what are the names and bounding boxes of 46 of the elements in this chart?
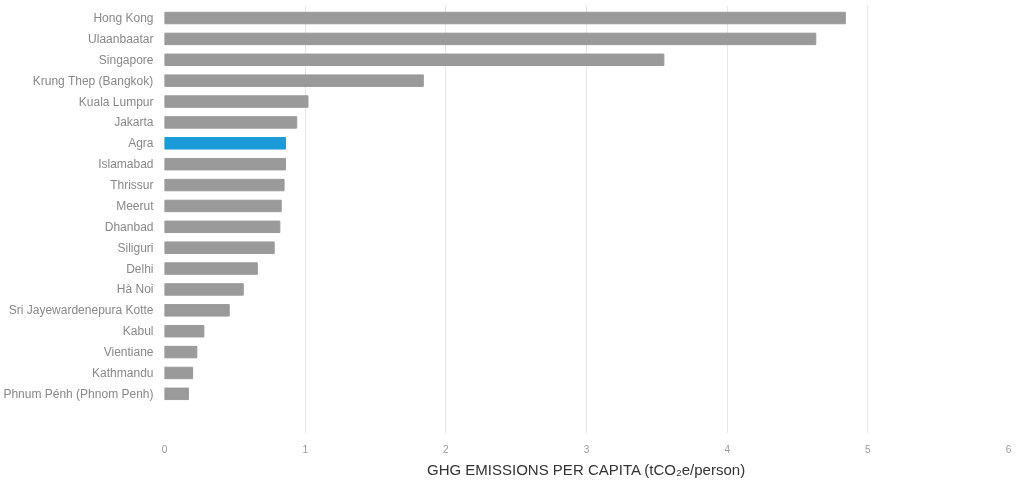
bar	[164, 178, 285, 192]
y-tick-label: Kathmandu	[92, 365, 154, 380]
bar	[164, 74, 424, 87]
x-tick-label: 5	[865, 443, 872, 455]
y-tick-label: Delhi	[126, 261, 154, 276]
y-tick-label: Kabul	[122, 324, 154, 339]
y-tick-label: Kuala Lumpur	[78, 94, 154, 109]
bar	[164, 53, 665, 67]
y-tick-label: Sri Jayewardenepura Kotte	[8, 303, 154, 318]
bar	[164, 283, 244, 296]
bar	[164, 95, 309, 108]
x-tick-label: 0	[161, 443, 168, 455]
y-tick-label: Krung Thep (Bangkok)	[32, 73, 154, 88]
x-tick-label: 3	[583, 443, 590, 455]
bar	[164, 157, 286, 171]
bar	[164, 199, 282, 213]
bar	[164, 387, 189, 401]
y-tick-label: Singapore	[98, 52, 154, 67]
bar	[164, 304, 230, 317]
y-tick-label: Hà Noi	[116, 282, 154, 297]
bar	[164, 324, 205, 338]
y-tick-label: Dhanbad	[104, 219, 154, 234]
bar	[164, 116, 298, 129]
y-tick-label: Thrissur	[110, 178, 154, 193]
bar	[164, 220, 281, 234]
y-tick-label: Agra	[128, 136, 154, 151]
x-tick-label: 4	[724, 443, 731, 455]
y-tick-label: Meerut	[116, 198, 155, 213]
bar	[164, 262, 258, 275]
x-tick-label: 2	[443, 443, 450, 455]
bar	[164, 32, 817, 46]
y-tick-label: Ulaanbaatar	[88, 31, 154, 46]
x-tick-label: 1	[302, 443, 309, 455]
bar	[164, 366, 194, 380]
bar	[164, 345, 198, 359]
y-tick-label: Jakarta	[114, 115, 154, 130]
bar	[164, 11, 846, 25]
y-tick-label: Phnum Pénh (Phnom Penh)	[3, 386, 154, 401]
x-axis-title: GHG EMISSIONS PER CAPITA (tCO₂e/person)	[427, 460, 746, 478]
bar	[164, 137, 286, 150]
y-tick-label: Siliguri	[117, 240, 154, 255]
y-tick-label: Vientiane	[103, 345, 154, 360]
y-tick-label: Islamabad	[98, 157, 154, 172]
x-tick-label: 6	[1005, 443, 1012, 455]
bar	[164, 241, 275, 254]
y-tick-label: Hong Kong	[93, 11, 154, 26]
